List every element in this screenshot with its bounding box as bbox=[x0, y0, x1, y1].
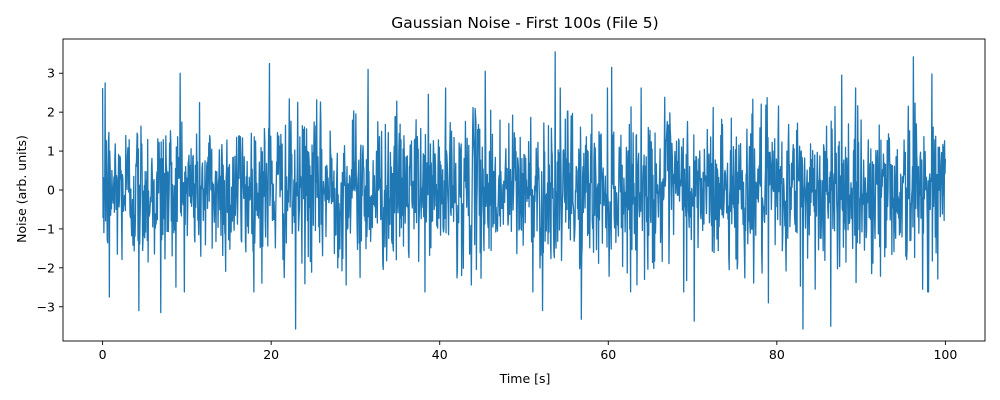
y-tick-label: −3 bbox=[37, 299, 55, 314]
x-tick-label: 80 bbox=[769, 347, 785, 362]
x-tick-label: 60 bbox=[600, 347, 616, 362]
y-axis-label: Noise (arb. units) bbox=[14, 135, 29, 243]
x-tick-label: 20 bbox=[263, 347, 279, 362]
y-tick-label: −2 bbox=[37, 260, 55, 275]
chart-title: Gaussian Noise - First 100s (File 5) bbox=[391, 14, 658, 32]
series-layer bbox=[101, 51, 947, 330]
y-tick-label: 1 bbox=[47, 144, 55, 159]
x-axis: 0 20 40 60 80 100 bbox=[99, 341, 957, 362]
x-axis-label: Time [s] bbox=[499, 371, 551, 386]
x-tick-label: 100 bbox=[933, 347, 957, 362]
y-tick-label: −1 bbox=[37, 221, 55, 236]
noise-series-line bbox=[101, 51, 947, 330]
y-tick-label: 3 bbox=[47, 66, 55, 81]
y-tick-label: 0 bbox=[47, 183, 55, 198]
x-tick-label: 40 bbox=[432, 347, 448, 362]
x-tick-label: 0 bbox=[99, 347, 107, 362]
y-tick-label: 2 bbox=[47, 105, 55, 120]
y-axis: −3 −2 −1 0 1 2 3 bbox=[37, 66, 63, 314]
